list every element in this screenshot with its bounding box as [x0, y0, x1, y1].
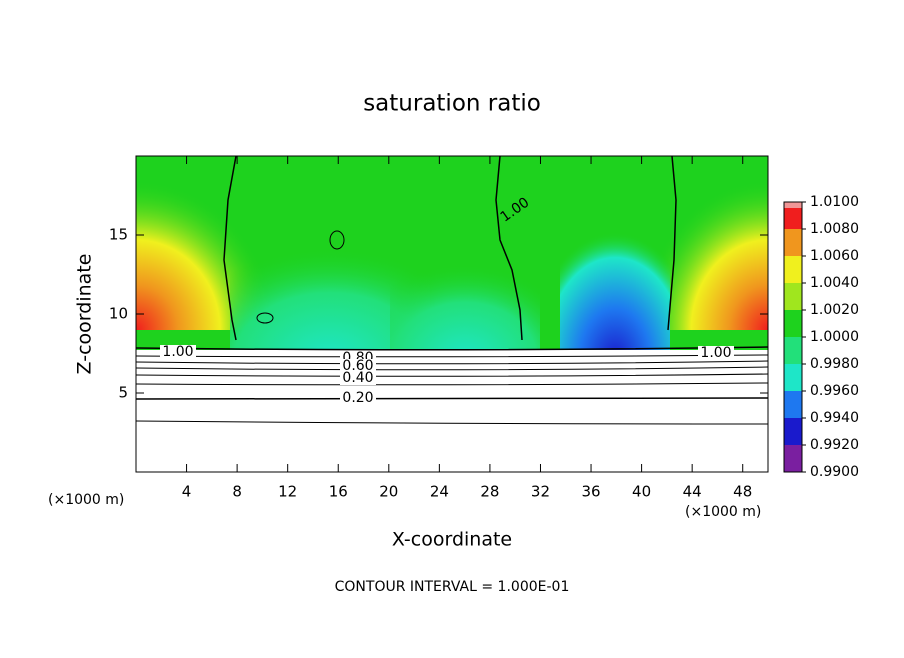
x-tick-label: 16 [329, 483, 348, 501]
contour-label: 1.00 [700, 345, 731, 361]
colorbar-band [784, 364, 802, 391]
colorbar-band [784, 418, 802, 445]
contour-field [136, 156, 768, 472]
contour-label: 0.20 [342, 390, 373, 406]
x-tick-label: 28 [480, 483, 499, 501]
contour-label-bg [340, 391, 376, 405]
contour-label-bg [340, 359, 376, 373]
colorbar-label: 1.0060 [810, 248, 859, 264]
x-unit: (×1000 m) [685, 504, 761, 520]
colorbar-label: 0.9920 [810, 437, 859, 453]
chart-title: saturation ratio [363, 91, 541, 117]
y-tick-label: 10 [109, 305, 128, 323]
colorbar-band [784, 256, 802, 283]
colorbar-label: 0.9940 [810, 410, 859, 426]
x-tick-label: 8 [232, 483, 242, 501]
colorbar-label: 1.0020 [810, 302, 859, 318]
x-tick-label: 32 [531, 483, 550, 501]
colorbar-label: 1.0040 [810, 275, 859, 291]
colorbar-band [784, 337, 802, 364]
colorbar-band [784, 202, 802, 229]
x-tick-label: 40 [632, 483, 651, 501]
colorbar-band [784, 445, 802, 472]
x-tick-label: 12 [278, 483, 297, 501]
x-tick-label: 44 [683, 483, 702, 501]
colorbar-band [784, 310, 802, 337]
contour-label-bg [340, 371, 376, 385]
footnote: CONTOUR INTERVAL = 1.000E-01 [335, 579, 570, 595]
y-tick-label: 5 [118, 384, 128, 402]
x-tick-label: 24 [430, 483, 449, 501]
colorbar-label: 0.9900 [810, 464, 859, 480]
contour-label-bg [698, 346, 734, 360]
y-axis-label: Z-coordinate [74, 254, 96, 375]
contour-label: 0.40 [342, 370, 373, 386]
x-tick-label: 36 [581, 483, 600, 501]
y-tick-label: 15 [109, 226, 128, 244]
colorbar-band [784, 391, 802, 418]
colorbar-label: 1.0000 [810, 329, 859, 345]
x-axis-label: X-coordinate [392, 529, 512, 551]
colorbar-band [784, 283, 802, 310]
colorbar-label: 0.9960 [810, 383, 859, 399]
x-unit: (×1000 m) [48, 492, 124, 508]
contour-label-bg [160, 345, 196, 359]
x-tick-label: 20 [379, 483, 398, 501]
colorbar-label: 0.9980 [810, 356, 859, 372]
colorbar-label: 1.0100 [810, 194, 859, 210]
colorbar-label: 1.0080 [810, 221, 859, 237]
contour-label: 1.00 [162, 344, 193, 360]
x-tick-label: 4 [182, 483, 192, 501]
colorbar-band [784, 202, 802, 208]
x-tick-label: 48 [733, 483, 752, 501]
colorbar-band [784, 229, 802, 256]
contour-label: 0.60 [342, 358, 373, 374]
